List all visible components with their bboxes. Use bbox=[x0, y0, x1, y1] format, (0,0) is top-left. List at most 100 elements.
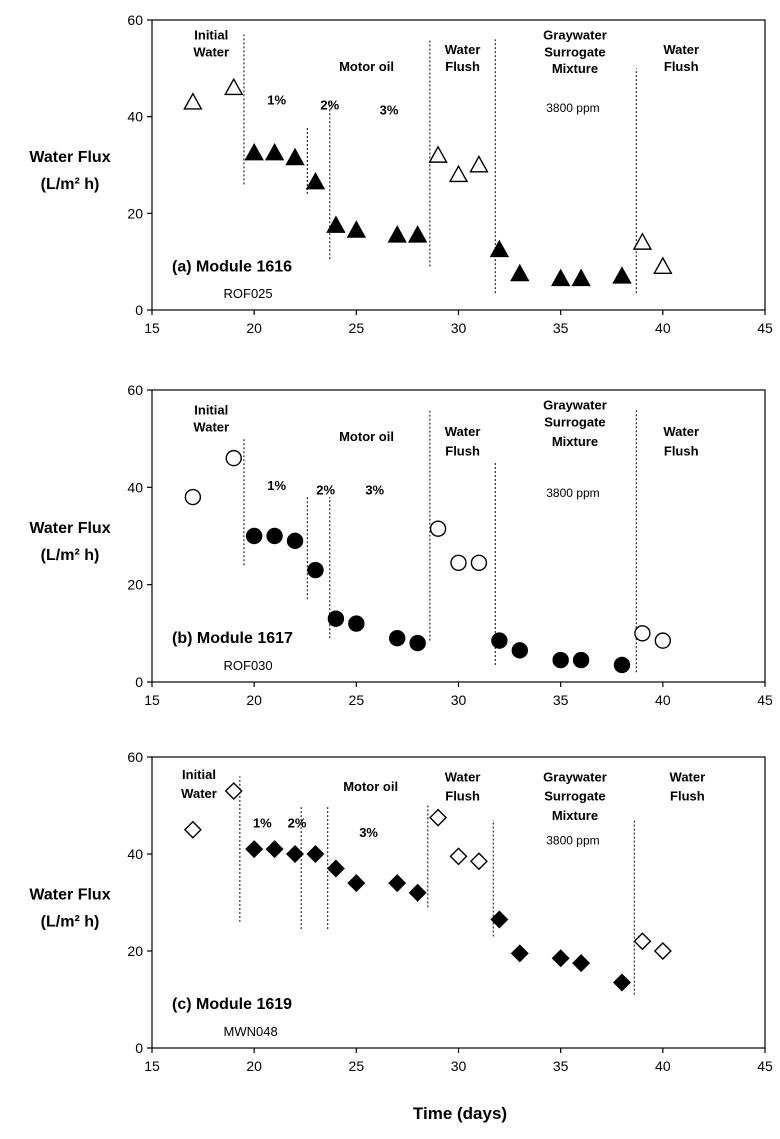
data-series bbox=[184, 449, 242, 506]
x-tick-label: 35 bbox=[553, 320, 569, 336]
data-point-circle bbox=[245, 527, 263, 545]
data-point-diamond bbox=[469, 852, 488, 871]
x-tick-label: 25 bbox=[349, 1058, 365, 1074]
phase-annotation: 3800 ppm bbox=[546, 833, 599, 847]
x-tick-label: 45 bbox=[757, 692, 773, 708]
data-point-circle bbox=[266, 527, 283, 545]
data-series bbox=[245, 840, 427, 902]
phase-annotation: 2% bbox=[288, 815, 307, 830]
module-title: (b) Module 1617 bbox=[172, 630, 293, 647]
phase-annotation: 3% bbox=[380, 102, 399, 117]
data-series bbox=[245, 527, 426, 652]
chart-panel-3: 0 20 40 60 15 20 25 30 35 40 45 Water Flux (L/m² h) I… bbox=[29, 749, 773, 1074]
phase-annotation: 2% bbox=[320, 97, 339, 112]
data-point-triangle bbox=[448, 164, 469, 183]
phase-annotation: 1% bbox=[267, 93, 286, 108]
x-tick-label: 15 bbox=[144, 1058, 160, 1074]
data-point-triangle bbox=[264, 142, 285, 161]
phase-annotation: Motor oil bbox=[343, 779, 398, 794]
x-tick-label: 20 bbox=[246, 1058, 262, 1074]
x-axis-label: Time (days) bbox=[413, 1104, 507, 1123]
data-point-triangle bbox=[632, 232, 653, 250]
data-point-diamond bbox=[551, 949, 570, 968]
phase-annotation: Motor oil bbox=[339, 59, 394, 74]
x-tick-label: 40 bbox=[655, 1058, 671, 1074]
data-series bbox=[428, 145, 489, 183]
x-tick-label: 35 bbox=[553, 1058, 569, 1074]
y-tick-label: 20 bbox=[127, 577, 143, 593]
data-point-triangle bbox=[224, 77, 244, 96]
data-series bbox=[183, 77, 244, 110]
phase-annotation: Initial bbox=[194, 402, 228, 417]
phase-annotation: Motor oil bbox=[339, 429, 394, 444]
y-axis-label: Water Flux bbox=[29, 149, 110, 166]
phase-annotation: Graywater bbox=[543, 397, 607, 412]
y-tick-label: 60 bbox=[127, 382, 143, 398]
x-tick-label: 40 bbox=[655, 320, 671, 336]
data-point-triangle bbox=[183, 92, 203, 110]
data-point-diamond bbox=[245, 840, 264, 859]
phase-annotation: 1% bbox=[267, 478, 286, 493]
phase-annotation: Flush bbox=[670, 789, 705, 804]
data-point-circle bbox=[511, 642, 528, 659]
phase-annotation: Flush bbox=[445, 789, 480, 804]
y-tick-label: 0 bbox=[135, 302, 143, 318]
phase-annotation: Flush bbox=[445, 444, 480, 459]
phase-annotation: 2% bbox=[316, 483, 335, 498]
module-title: (a) Module 1616 bbox=[172, 258, 292, 275]
y-axis-label: Water Flux bbox=[29, 887, 110, 904]
data-point-triangle bbox=[326, 215, 346, 233]
x-tick-label: 15 bbox=[144, 320, 160, 336]
data-point-diamond bbox=[265, 840, 284, 859]
phase-annotation: Flush bbox=[445, 59, 480, 74]
data-series bbox=[632, 232, 673, 274]
data-point-circle bbox=[572, 651, 590, 669]
data-point-diamond bbox=[347, 874, 366, 893]
data-point-triangle bbox=[550, 268, 571, 287]
x-tick-label: 20 bbox=[246, 692, 262, 708]
y-axis-label: Water Flux bbox=[29, 520, 110, 537]
x-tick-label: 25 bbox=[349, 692, 365, 708]
data-point-circle bbox=[552, 651, 569, 669]
x-tick-label: 20 bbox=[246, 320, 262, 336]
data-point-diamond bbox=[286, 845, 305, 863]
phase-annotation: Surrogate bbox=[544, 44, 605, 59]
data-point-diamond bbox=[183, 820, 202, 839]
data-point-circle bbox=[491, 632, 508, 649]
y-tick-label: 40 bbox=[127, 479, 143, 495]
data-series bbox=[429, 808, 488, 871]
y-axis-unit-label: (L/m² h) bbox=[41, 176, 100, 193]
data-point-circle bbox=[470, 554, 488, 571]
phase-annotation: Mixture bbox=[552, 808, 598, 823]
y-tick-label: 40 bbox=[127, 846, 143, 862]
data-point-triangle bbox=[469, 155, 489, 173]
x-tick-label: 40 bbox=[655, 692, 671, 708]
data-point-circle bbox=[286, 532, 304, 550]
phase-annotation: Water bbox=[445, 42, 481, 57]
x-tick-label: 35 bbox=[553, 692, 569, 708]
data-series bbox=[491, 632, 631, 674]
data-point-diamond bbox=[326, 859, 345, 878]
data-point-diamond bbox=[388, 874, 407, 893]
data-point-diamond bbox=[572, 954, 591, 973]
phase-annotation: Water bbox=[663, 42, 699, 57]
y-tick-label: 0 bbox=[135, 1040, 143, 1056]
phase-annotation: 1% bbox=[253, 815, 272, 830]
chart-panel-2: 0 20 40 60 15 20 25 30 35 40 45 Water Flux (L/m² h) I… bbox=[29, 382, 773, 708]
data-point-circle bbox=[327, 610, 345, 627]
phase-annotation: Graywater bbox=[543, 27, 607, 42]
x-tick-label: 15 bbox=[144, 692, 160, 708]
x-tick-label: 25 bbox=[349, 320, 365, 336]
phase-annotation: Graywater bbox=[543, 769, 607, 784]
y-axis-unit-label: (L/m² h) bbox=[41, 547, 100, 564]
membrane-id: MWN048 bbox=[224, 1024, 278, 1039]
phase-annotation: Surrogate bbox=[544, 415, 605, 430]
x-tick-label: 30 bbox=[451, 1058, 467, 1074]
data-series bbox=[490, 910, 631, 992]
y-axis-unit-label: (L/m² h) bbox=[41, 914, 100, 931]
x-tick-label: 45 bbox=[757, 1058, 773, 1074]
phase-annotation: 3800 ppm bbox=[546, 486, 599, 500]
y-tick-label: 0 bbox=[135, 674, 143, 690]
chart-panel-1: 0 20 40 60 15 20 25 30 35 40 45 Water Flux (L/m² h) I… bbox=[29, 12, 773, 336]
phase-annotation: Surrogate bbox=[544, 789, 605, 804]
